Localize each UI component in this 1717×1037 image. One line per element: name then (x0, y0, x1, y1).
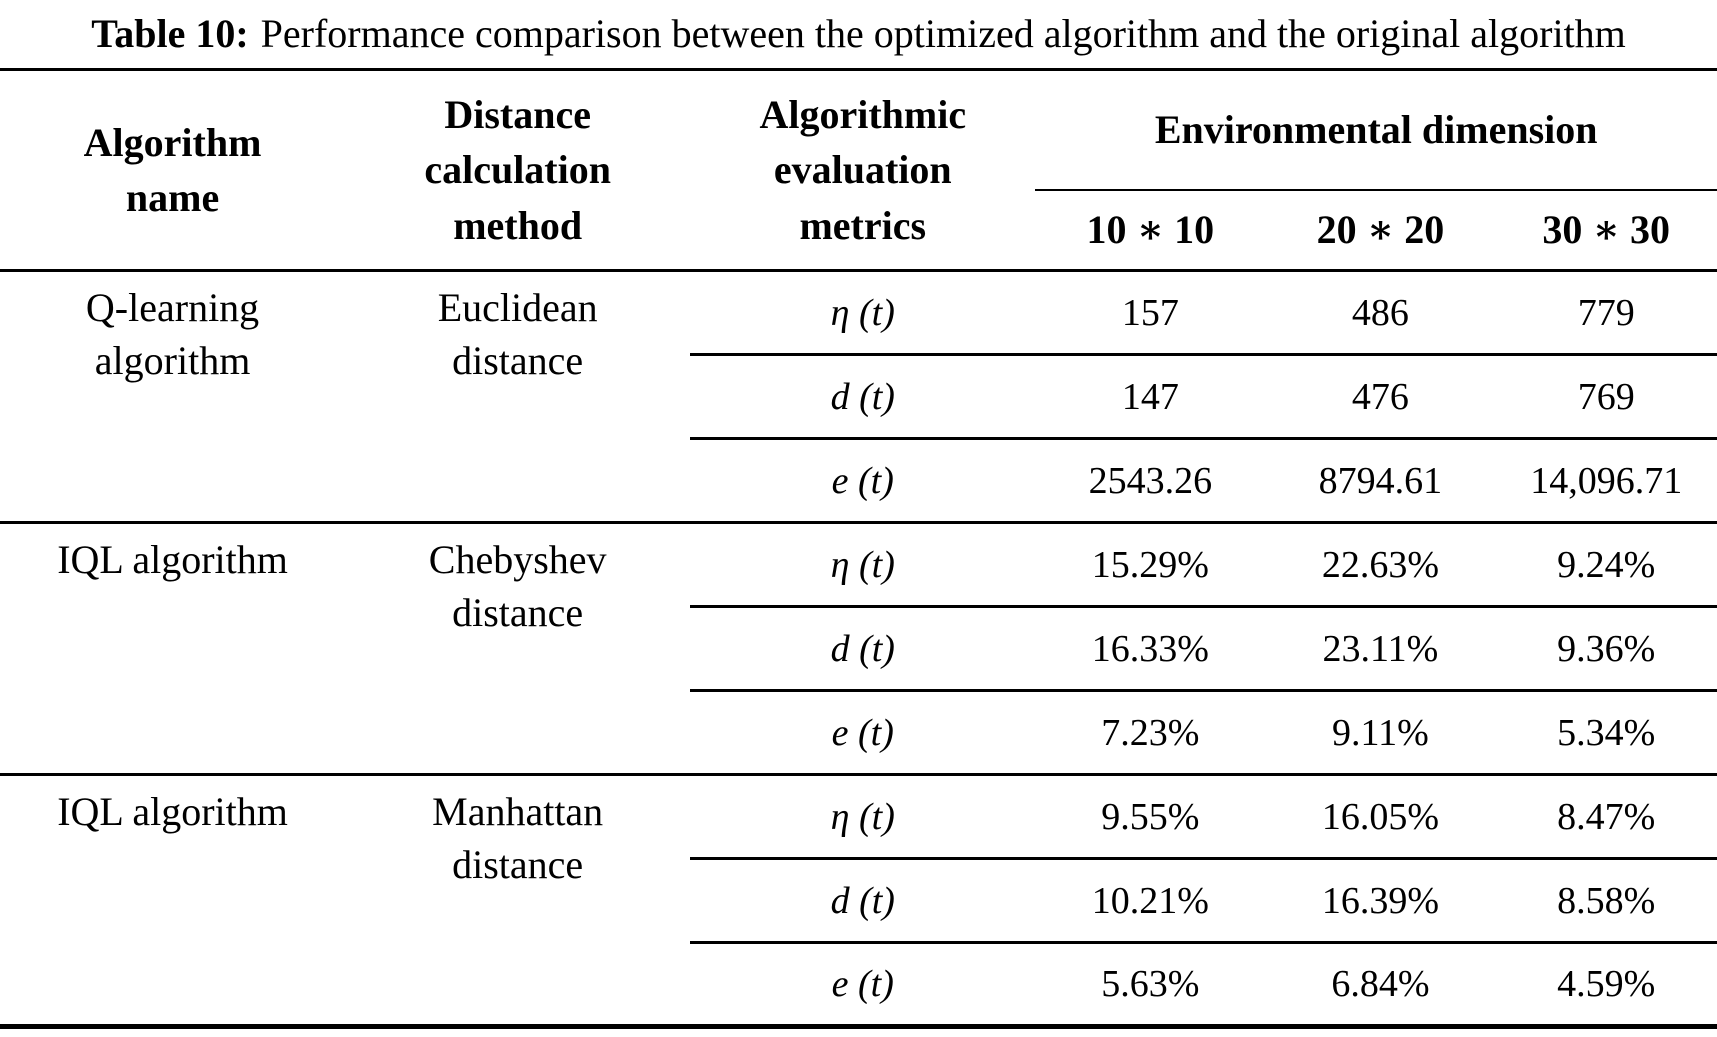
value-cell: 9.24% (1495, 521, 1717, 607)
table-row: e (t) 7.23% 9.11% 5.34% (0, 689, 1717, 775)
col-header-environmental-dimension: Environmental dimension (1035, 69, 1717, 191)
metric-label: e (t) (690, 437, 1036, 523)
value-cell: 147 (1035, 353, 1266, 439)
metric-label: η (t) (690, 521, 1036, 607)
value-cell: 15.29% (1035, 521, 1266, 607)
algorithm-name-cell: IQL algorithm (0, 521, 346, 775)
value-cell: 486 (1265, 269, 1496, 355)
value-cell: 6.84% (1265, 941, 1496, 1027)
value-cell: 8794.61 (1265, 437, 1496, 523)
value-cell: 157 (1035, 269, 1266, 355)
distance-method-cell: Chebyshev distance (345, 521, 691, 775)
value-cell: 769 (1495, 353, 1717, 439)
value-cell: 2543.26 (1035, 437, 1266, 523)
metric-label: e (t) (690, 941, 1036, 1027)
col-header-dim-10x10: 10 ∗ 10 (1086, 207, 1215, 253)
table-caption-text: Performance comparison between the optim… (260, 11, 1626, 56)
value-cell: 9.36% (1495, 605, 1717, 691)
value-cell: 16.33% (1035, 605, 1266, 691)
metric-label: η (t) (690, 269, 1036, 355)
performance-table: Algorithm name Distance calculation meth… (0, 68, 1717, 1029)
header-row-dimensions: 10 ∗ 10 20 ∗ 20 30 ∗ 30 (0, 190, 1717, 271)
table-row: d (t) 16.33% 23.11% 9.36% (0, 605, 1717, 691)
col-header-dim-20x20: 20 ∗ 20 (1316, 207, 1445, 253)
value-cell: 16.39% (1265, 857, 1496, 943)
distance-method-cell: Euclidean distance (345, 269, 691, 523)
metric-label: e (t) (690, 689, 1036, 775)
algorithm-name-cell: Q-learning algorithm (0, 269, 346, 523)
table-caption-number: Table 10: (91, 11, 249, 56)
value-cell: 22.63% (1265, 521, 1496, 607)
value-cell: 9.55% (1035, 773, 1266, 859)
metric-label: η (t) (690, 773, 1036, 859)
metric-label: d (t) (690, 605, 1036, 691)
value-cell: 779 (1495, 269, 1717, 355)
value-cell: 5.34% (1495, 689, 1717, 775)
algorithm-name-cell: IQL algorithm (0, 773, 346, 1027)
value-cell: 14,096.71 (1495, 437, 1717, 523)
value-cell: 7.23% (1035, 689, 1266, 775)
value-cell: 8.58% (1495, 857, 1717, 943)
col-header-evaluation-metrics: Algorithmic evaluation metrics (759, 92, 967, 248)
header-row-top: Algorithm name Distance calculation meth… (0, 69, 1717, 248)
table-row: IQL algorithm Chebyshev distance η (t) 1… (0, 521, 1717, 775)
table-row: d (t) 10.21% 16.39% 8.58% (0, 857, 1717, 943)
col-header-dim-30x30: 30 ∗ 30 (1542, 207, 1671, 253)
col-header-distance-method: Distance calculation method (424, 92, 611, 248)
table-row: e (t) 2543.26 8794.61 14,096.71 (0, 437, 1717, 523)
table-row: d (t) 147 476 769 (0, 353, 1717, 439)
table-row: IQL algorithm Manhattan distance η (t) 9… (0, 773, 1717, 1027)
table-row: e (t) 5.63% 6.84% 4.59% (0, 941, 1717, 1027)
table-caption: Table 10: Performance comparison between… (0, 0, 1717, 68)
col-header-algorithm-name: Algorithm name (83, 119, 262, 220)
value-cell: 16.05% (1265, 773, 1496, 859)
value-cell: 476 (1265, 353, 1496, 439)
value-cell: 4.59% (1495, 941, 1717, 1027)
value-cell: 8.47% (1495, 773, 1717, 859)
value-cell: 9.11% (1265, 689, 1496, 775)
metric-label: d (t) (690, 353, 1036, 439)
table-row: Q-learning algorithm Euclidean distance … (0, 269, 1717, 523)
value-cell: 23.11% (1265, 605, 1496, 691)
value-cell: 5.63% (1035, 941, 1266, 1027)
metric-label: d (t) (690, 857, 1036, 943)
value-cell: 10.21% (1035, 857, 1266, 943)
distance-method-cell: Manhattan distance (345, 773, 691, 1027)
